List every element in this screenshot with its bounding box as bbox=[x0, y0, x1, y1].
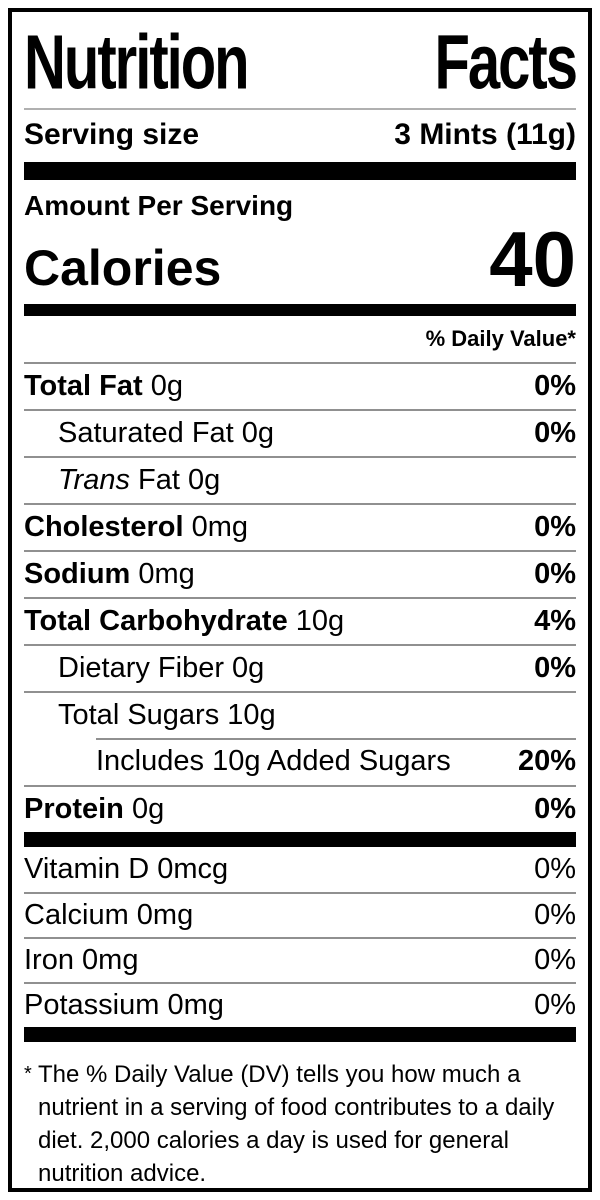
nutrient-dv: 0% bbox=[534, 417, 576, 450]
nutrient-name: Sodium bbox=[24, 558, 131, 591]
serving-size-row: Serving size 3 Mints (11g) bbox=[24, 110, 576, 162]
nutrient-row-trans-fat: Trans Fat 0g bbox=[24, 456, 576, 503]
nutrient-label: Trans Fat 0g bbox=[24, 464, 220, 497]
nutrient-amount: 0g bbox=[233, 417, 275, 450]
vitamin-row-calcium: Calcium 0mg 0% bbox=[24, 892, 576, 937]
nutrient-row-protein: Protein 0g 0% bbox=[24, 785, 576, 832]
nutrient-row-total-sugars: Total Sugars 10g bbox=[24, 691, 576, 738]
label-title: Nutrition Facts bbox=[24, 12, 578, 123]
nutrient-label: Total Carbohydrate 10g bbox=[24, 605, 344, 638]
vitamin-dv: 0% bbox=[534, 899, 576, 932]
nutrient-dv: 0% bbox=[534, 370, 576, 403]
separator-bar-footnote bbox=[24, 1027, 576, 1043]
nutrient-label: Total Sugars 10g bbox=[24, 699, 276, 732]
nutrient-name: Includes 10g Added Sugars bbox=[96, 745, 451, 778]
vitamin-name: Iron 0mg bbox=[24, 944, 139, 977]
vitamin-name: Calcium 0mg bbox=[24, 899, 194, 932]
nutrient-amount: Fat 0g bbox=[129, 464, 221, 497]
serving-size-value: 3 Mints (11g) bbox=[394, 118, 576, 151]
nutrient-label: Cholesterol 0mg bbox=[24, 511, 248, 544]
vitamin-dv: 0% bbox=[534, 989, 576, 1022]
calories-label: Calories bbox=[24, 240, 222, 297]
separator-bar-thick bbox=[24, 162, 576, 180]
nutrient-row-saturated-fat: Saturated Fat 0g 0% bbox=[24, 409, 576, 456]
nutrient-dv: 4% bbox=[534, 605, 576, 638]
nutrient-label: Saturated Fat 0g bbox=[24, 417, 274, 450]
nutrient-name: Total Fat bbox=[24, 370, 143, 403]
amount-per-serving-label: Amount Per Serving bbox=[24, 190, 294, 221]
vitamin-dv: 0% bbox=[534, 853, 576, 886]
nutrient-amount: 0mg bbox=[130, 558, 195, 591]
nutrient-label: Total Fat 0g bbox=[24, 370, 183, 403]
nutrient-row-cholesterol: Cholesterol 0mg 0% bbox=[24, 503, 576, 550]
nutrient-row-total-carbohydrate: Total Carbohydrate 10g 4% bbox=[24, 597, 576, 644]
vitamin-row-potassium: Potassium 0mg 0% bbox=[24, 982, 576, 1027]
serving-size-label: Serving size bbox=[24, 118, 200, 151]
label-title-word-2: Facts bbox=[434, 19, 578, 106]
daily-value-header: % Daily Value* bbox=[425, 326, 576, 352]
vitamin-name: Potassium 0mg bbox=[24, 989, 224, 1022]
nutrient-row-total-fat: Total Fat 0g 0% bbox=[24, 362, 576, 409]
nutrient-label: Protein 0g bbox=[24, 793, 164, 826]
nutrient-label: Dietary Fiber 0g bbox=[24, 652, 264, 685]
nutrient-name: Saturated Fat bbox=[58, 417, 234, 450]
nutrient-row-added-sugars: Includes 10g Added Sugars 20% bbox=[24, 738, 576, 785]
vitamin-dv: 0% bbox=[534, 944, 576, 977]
nutrition-facts-label: Nutrition Facts Serving size 3 Mints (11… bbox=[8, 8, 592, 1192]
nutrient-name: Total Carbohydrate bbox=[24, 605, 288, 638]
nutrient-name: Protein bbox=[24, 793, 124, 826]
footnote: * The % Daily Value (DV) tells you how m… bbox=[24, 1042, 576, 1188]
vitamin-name: Vitamin D 0mcg bbox=[24, 853, 229, 886]
nutrient-dv: 20% bbox=[517, 745, 576, 778]
nutrient-name: Cholesterol bbox=[24, 511, 184, 544]
nutrient-name: Trans bbox=[58, 464, 130, 497]
footnote-text: The % Daily Value (DV) tells you how muc… bbox=[38, 1061, 555, 1188]
nutrient-name: Dietary Fiber bbox=[58, 652, 224, 685]
nutrient-row-sodium: Sodium 0mg 0% bbox=[24, 550, 576, 597]
vitamin-row-iron: Iron 0mg 0% bbox=[24, 937, 576, 982]
nutrient-amount: 10g bbox=[287, 605, 345, 638]
calories-row: Calories 40 bbox=[24, 215, 576, 304]
footnote-asterisk: * bbox=[24, 1063, 32, 1086]
label-title-word-1: Nutrition bbox=[24, 19, 250, 106]
nutrient-dv: 0% bbox=[534, 793, 576, 826]
nutrient-dv: 0% bbox=[534, 558, 576, 591]
nutrient-row-dietary-fiber: Dietary Fiber 0g 0% bbox=[24, 644, 576, 691]
nutrient-dv: 0% bbox=[534, 652, 576, 685]
separator-bar-protein bbox=[24, 832, 576, 848]
vitamin-row-vitamin-d: Vitamin D 0mcg 0% bbox=[24, 847, 576, 892]
nutrient-amount: 0mg bbox=[183, 511, 249, 544]
divider-under-title bbox=[24, 108, 576, 110]
nutrient-dv: 0% bbox=[534, 511, 576, 544]
nutrient-name: Total Sugars bbox=[58, 699, 220, 732]
nutrient-amount: 0g bbox=[123, 793, 165, 826]
nutrient-label: Sodium 0mg bbox=[24, 558, 195, 591]
nutrient-amount: 0g bbox=[224, 652, 265, 685]
separator-bar-calories bbox=[24, 304, 576, 317]
calories-value: 40 bbox=[489, 215, 576, 303]
nutrient-label: Includes 10g Added Sugars bbox=[24, 745, 451, 778]
nutrient-amount: 0g bbox=[142, 370, 184, 403]
nutrient-amount: 10g bbox=[219, 699, 276, 732]
